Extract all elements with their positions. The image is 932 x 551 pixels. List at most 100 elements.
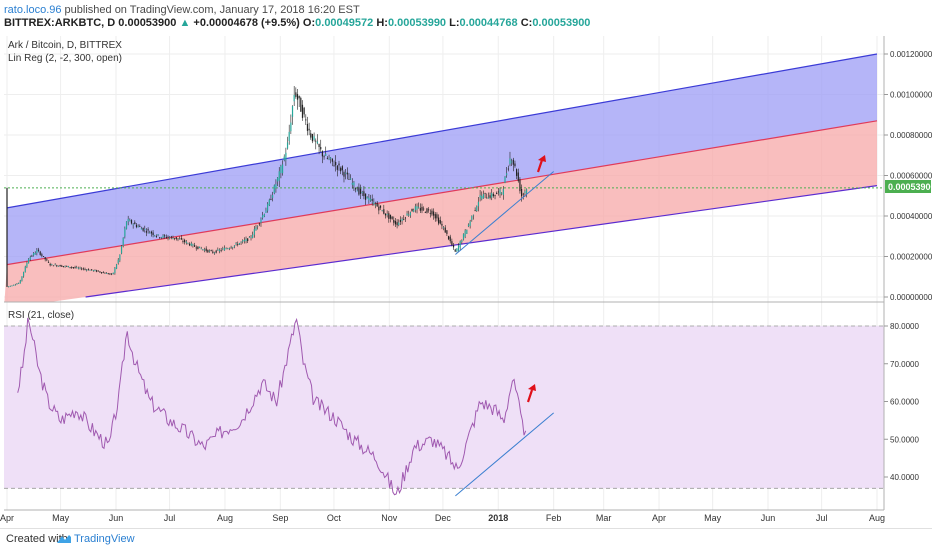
time-tick-label: 2018 xyxy=(488,513,508,523)
candle xyxy=(379,205,382,208)
candle xyxy=(388,213,390,219)
time-tick-label: Mar xyxy=(596,513,612,523)
candle xyxy=(511,161,513,163)
candle xyxy=(159,237,161,239)
candle xyxy=(225,248,227,250)
candle xyxy=(230,247,232,249)
candle xyxy=(414,206,416,211)
candle xyxy=(24,266,26,273)
candle xyxy=(391,216,393,219)
candle xyxy=(340,168,342,172)
candle xyxy=(343,172,345,177)
price-axis[interactable]: 0.00120000 0.00100000 0.00080000 0.00060000… xyxy=(884,50,932,302)
candle xyxy=(477,201,480,207)
candle xyxy=(187,242,189,244)
tradingview-link[interactable]: TradingView xyxy=(74,533,135,545)
candle xyxy=(59,265,61,267)
candle xyxy=(348,179,350,180)
candle xyxy=(308,128,310,131)
rsi-trendline[interactable] xyxy=(455,412,554,497)
candle xyxy=(514,163,516,167)
price-tick-label: 0.00040000 xyxy=(890,212,932,221)
rsi-tick-label: 70.0000 xyxy=(890,360,919,369)
candle xyxy=(336,165,338,170)
candle xyxy=(303,107,305,115)
candle xyxy=(454,249,456,252)
candle xyxy=(144,229,146,230)
candle xyxy=(134,222,136,225)
candle xyxy=(516,169,518,176)
rsi-band xyxy=(4,326,884,489)
candle xyxy=(359,188,362,194)
time-tick-label: Sep xyxy=(272,513,288,523)
time-tick-label: May xyxy=(704,513,722,523)
candle xyxy=(182,241,184,242)
candle xyxy=(69,267,71,269)
candle xyxy=(210,250,212,251)
rsi-tick-label: 60.0000 xyxy=(890,398,919,407)
author-link[interactable]: rato.loco.96 xyxy=(4,4,62,16)
candle xyxy=(139,226,141,227)
candle xyxy=(456,248,458,252)
candle xyxy=(115,264,118,269)
candle xyxy=(442,227,445,229)
candle xyxy=(79,267,81,269)
candle xyxy=(96,270,98,272)
candle xyxy=(31,255,33,257)
candle xyxy=(484,192,486,194)
candle xyxy=(120,245,123,254)
candle xyxy=(444,227,446,233)
candle xyxy=(29,257,31,260)
price-tick-label: 0.00120000 xyxy=(890,50,932,59)
indicator-label[interactable]: Lin Reg (2, -2, 300, open) xyxy=(8,53,122,64)
candle xyxy=(174,238,176,240)
candle xyxy=(521,188,523,197)
arrow-up-icon xyxy=(526,384,536,403)
candle xyxy=(248,236,250,238)
candle xyxy=(291,106,294,117)
candle xyxy=(200,248,202,250)
candle xyxy=(290,122,292,132)
candle xyxy=(479,195,481,198)
candle xyxy=(77,267,79,269)
candle xyxy=(411,208,413,212)
time-tick-label: Jun xyxy=(761,513,776,523)
candle xyxy=(318,144,320,148)
candle xyxy=(491,192,493,198)
candle xyxy=(381,210,383,212)
candle xyxy=(190,243,192,246)
candle xyxy=(494,194,496,196)
time-tick-label: Jun xyxy=(109,513,124,523)
low-label: L: xyxy=(449,17,460,29)
candle xyxy=(89,269,91,271)
candle xyxy=(125,221,128,229)
candle xyxy=(474,210,476,211)
candle xyxy=(389,214,392,219)
candle xyxy=(481,195,483,200)
price-trendline[interactable] xyxy=(455,171,554,255)
candle xyxy=(27,259,30,264)
candle xyxy=(452,244,455,248)
candle xyxy=(255,227,257,231)
rsi-axis[interactable]: 80.0000 70.0000 60.0000 50.0000 40.0000 xyxy=(884,322,919,482)
candle xyxy=(517,172,519,182)
candle xyxy=(457,245,460,251)
candle xyxy=(91,269,93,271)
candle xyxy=(268,199,270,206)
time-axis[interactable]: Apr May Jun Jul Aug Sep Oct Nov Dec 2018 Feb Mar Apr… xyxy=(0,513,885,523)
candle xyxy=(218,249,221,252)
candle xyxy=(253,228,255,235)
candle xyxy=(421,206,423,211)
candle xyxy=(374,204,377,206)
candle xyxy=(262,215,264,219)
candle xyxy=(356,190,358,192)
candle xyxy=(180,238,182,240)
time-tick-label: Aug xyxy=(869,513,885,523)
high-value: 0.00053990 xyxy=(387,17,447,29)
rsi-pane-title[interactable]: RSI (21, close) xyxy=(8,310,74,321)
candle xyxy=(36,250,38,254)
candle xyxy=(398,222,400,226)
candle xyxy=(434,214,436,219)
candle xyxy=(9,285,11,287)
candle xyxy=(363,191,365,197)
